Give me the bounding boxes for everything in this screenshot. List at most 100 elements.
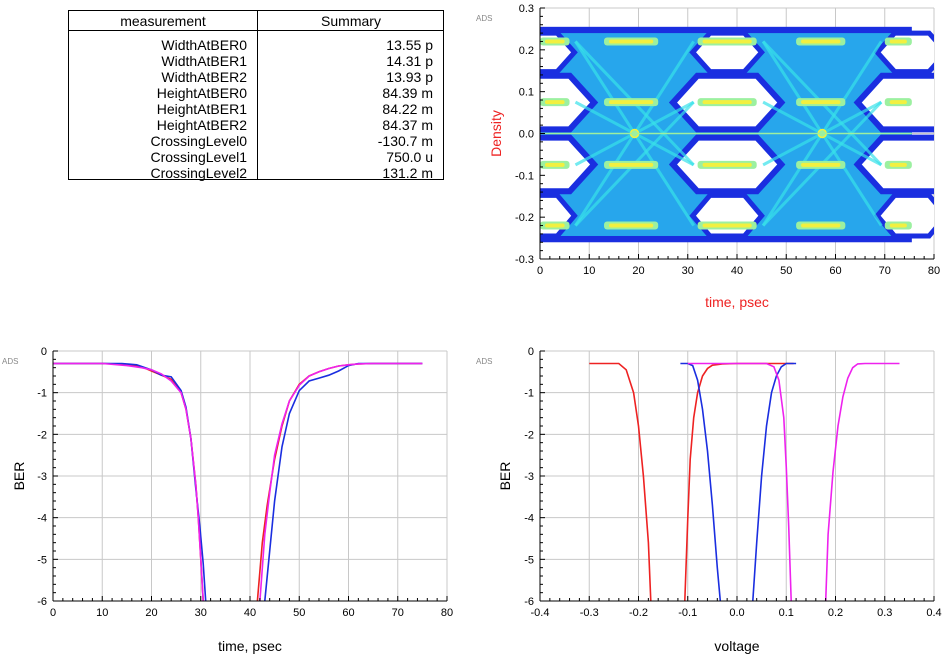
level-density-peak	[702, 100, 752, 105]
level-density-peak	[608, 162, 654, 167]
y-tick-label: -1	[524, 388, 534, 400]
measurement-value: 14.31 p	[386, 53, 433, 69]
table-row: CrossingLevel1 750.0 u	[69, 149, 443, 165]
table-row: WidthAtBER2 13.93 p	[69, 69, 443, 85]
x-tick-label: -0.3	[580, 607, 599, 619]
series-line	[53, 362, 204, 601]
measurement-name: HeightAtBER2	[156, 117, 247, 133]
y-tick-label: 0.2	[519, 45, 534, 57]
table-row: HeightAtBER1 84.22 m	[69, 101, 443, 117]
x-tick-label: 60	[829, 265, 841, 277]
x-tick-label: 0.2	[828, 607, 843, 619]
x-tick-label: 10	[96, 607, 108, 619]
x-axis-label: time, psec	[218, 638, 282, 654]
measurement-name: WidthAtBER2	[161, 69, 247, 85]
x-tick-label: 0	[537, 265, 543, 277]
x-tick-label: 60	[342, 607, 354, 619]
y-tick-label: -4	[524, 513, 534, 525]
level-density-peak	[544, 162, 565, 167]
grid	[52, 350, 448, 602]
table-row: HeightAtBER0 84.39 m	[69, 85, 443, 101]
x-tick-label: 20	[632, 265, 644, 277]
level-density-peak	[889, 162, 907, 167]
y-tick-label: -4	[37, 513, 47, 525]
plot-area	[540, 26, 934, 243]
y-tick-label: 0	[41, 346, 47, 358]
y-tick-label: -5	[524, 554, 534, 566]
x-tick-label: 70	[879, 265, 891, 277]
eye-opening-outer	[689, 192, 765, 239]
series-line	[259, 362, 423, 601]
eye-opening-outer	[874, 192, 934, 239]
plot-area	[53, 362, 423, 601]
measurement-value: 750.0 u	[386, 149, 433, 165]
measurement-value: 13.55 p	[386, 37, 433, 53]
x-tick-label: 80	[441, 607, 453, 619]
measurement-value: 13.93 p	[386, 69, 433, 85]
x-tick-label: -0.4	[531, 607, 550, 619]
level-density-peak	[544, 223, 565, 228]
series-line	[824, 362, 900, 601]
y-tick-label: -1	[37, 388, 47, 400]
column-header-summary: Summary	[321, 13, 381, 29]
level-density-peak	[801, 223, 841, 228]
measurement-name: WidthAtBER1	[161, 53, 247, 69]
x-axis-label: time, psec	[705, 294, 769, 310]
level-density-peak	[889, 223, 907, 228]
level-density-peak	[608, 223, 654, 228]
level-density-peak	[608, 39, 654, 44]
y-tick-label: 0.1	[519, 87, 534, 99]
y-tick-label: 0	[528, 346, 534, 358]
table-row: HeightAtBER2 84.37 m	[69, 117, 443, 133]
y-tick-label: -5	[37, 554, 47, 566]
table-row: WidthAtBER1 14.31 p	[69, 53, 443, 69]
measurement-name: CrossingLevel1	[150, 149, 248, 165]
table-header: measurement Summary	[69, 11, 443, 31]
table-body: WidthAtBER0 13.55 p WidthAtBER1 14.31 p Widt…	[69, 37, 443, 181]
y-tick-label: 0.0	[519, 129, 534, 141]
level-density-peak	[608, 100, 654, 105]
chart-1: 0 10 20 30 40 50 60 70 80 0.3 0.2 0.1 0.0 -0.1 -0.2 -0.…	[476, 3, 940, 310]
x-tick-label: 40	[244, 607, 256, 619]
level-density-peak	[801, 162, 841, 167]
y-tick-label: -3	[524, 471, 534, 483]
x-tick-label: 50	[293, 607, 305, 619]
measurement-value: 131.2 m	[382, 165, 433, 181]
measurement-name: CrossingLevel2	[150, 165, 248, 181]
level-density-peak	[702, 223, 752, 228]
x-axis-label: voltage	[714, 638, 759, 654]
x-tick-label: 20	[145, 607, 157, 619]
y-tick-label: 0.3	[519, 3, 534, 15]
chart-2: 0 10 20 30 40 50 60 70 80 0 -1 -2 -3 -4 -5 -6 ADS time, p…	[2, 346, 453, 654]
y-axis-label: Density	[488, 110, 504, 157]
level-density-peak	[889, 100, 907, 105]
level-density-peak	[702, 162, 752, 167]
series-line	[53, 362, 204, 601]
level-density-peak	[801, 39, 841, 44]
measurement-name: HeightAtBER1	[156, 101, 247, 117]
y-tick-label: -6	[37, 596, 47, 608]
measurement-value: 84.37 m	[382, 117, 433, 133]
measurement-name: HeightAtBER0	[156, 85, 247, 101]
series-line	[264, 362, 423, 601]
plot-area	[589, 362, 900, 601]
y-axis-label: BER	[11, 462, 27, 491]
measurement-summary-table: measurement Summary WidthAtBER0 13.55 p Wi…	[68, 10, 444, 181]
x-tick-label: 80	[928, 265, 940, 277]
x-tick-label: 0.4	[926, 607, 941, 619]
y-tick-label: -3	[37, 471, 47, 483]
y-tick-label: -6	[524, 596, 534, 608]
measurement-value: 84.22 m	[382, 101, 433, 117]
level-density-peak	[544, 100, 565, 105]
y-tick-label: -2	[524, 429, 534, 441]
x-tick-label: 0.3	[877, 607, 892, 619]
x-tick-label: 30	[195, 607, 207, 619]
level-density-peak	[702, 39, 752, 44]
x-tick-label: 0	[50, 607, 56, 619]
column-divider	[257, 11, 258, 179]
measurement-value: -130.7 m	[377, 133, 433, 149]
table-row: CrossingLevel2 131.2 m	[69, 165, 443, 181]
x-tick-label: 0.1	[779, 607, 794, 619]
x-tick-label: 30	[682, 265, 694, 277]
